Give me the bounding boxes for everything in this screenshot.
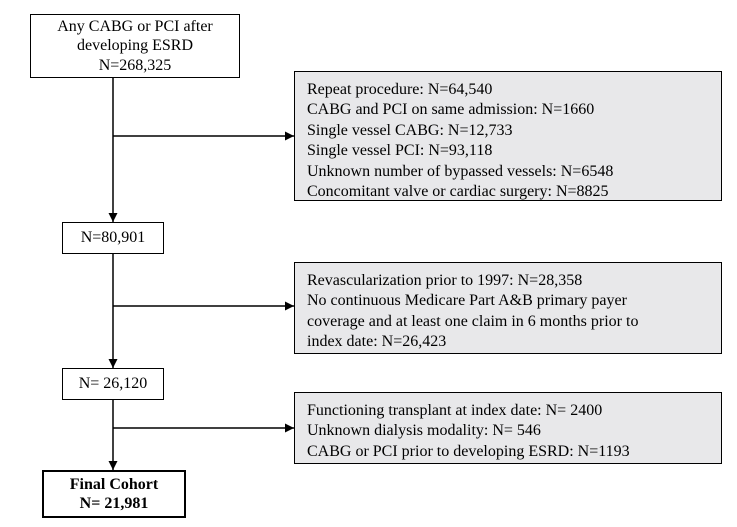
flow-box-final: Final Cohort N= 21,981 <box>42 470 186 518</box>
exclusion-text: Unknown number of bypassed vessels: N=65… <box>307 162 709 182</box>
flow-box-step2: N=80,901 <box>62 222 164 254</box>
exclusion-text: No continuous Medicare Part A&B primary … <box>307 291 709 311</box>
flowchart-canvas: Any CABG or PCI after developing ESRD N=… <box>0 0 737 527</box>
exclusion-box-2: Revascularization prior to 1997: N=28,35… <box>294 262 722 354</box>
exclusion-text: Single vessel PCI: N=93,118 <box>307 141 709 161</box>
flow-text: Final Cohort <box>70 475 158 494</box>
flow-text: N=268,325 <box>99 56 172 75</box>
flow-text: N= 26,120 <box>79 374 148 393</box>
flow-text: N=80,901 <box>81 228 146 247</box>
exclusion-text: coverage and at least one claim in 6 mon… <box>307 312 709 332</box>
exclusion-text: Repeat procedure: N=64,540 <box>307 80 709 100</box>
flow-text: developing ESRD <box>77 36 193 55</box>
exclusion-text: index date: N=26,423 <box>307 332 709 352</box>
exclusion-text: CABG and PCI on same admission: N=1660 <box>307 100 709 120</box>
exclusion-box-1: Repeat procedure: N=64,540 CABG and PCI … <box>294 71 722 201</box>
exclusion-box-3: Functioning transplant at index date: N=… <box>294 392 722 464</box>
exclusion-text: Revascularization prior to 1997: N=28,35… <box>307 271 709 291</box>
flow-text: N= 21,981 <box>80 494 149 513</box>
flow-text: Any CABG or PCI after <box>57 17 213 36</box>
exclusion-text: CABG or PCI prior to developing ESRD: N=… <box>307 442 709 462</box>
exclusion-text: Concomitant valve or cardiac surgery: N=… <box>307 182 709 202</box>
flow-box-start: Any CABG or PCI after developing ESRD N=… <box>30 14 240 78</box>
exclusion-text: Single vessel CABG: N=12,733 <box>307 121 709 141</box>
flow-box-step3: N= 26,120 <box>62 368 164 400</box>
exclusion-text: Functioning transplant at index date: N=… <box>307 401 709 421</box>
exclusion-text: Unknown dialysis modality: N= 546 <box>307 421 709 441</box>
